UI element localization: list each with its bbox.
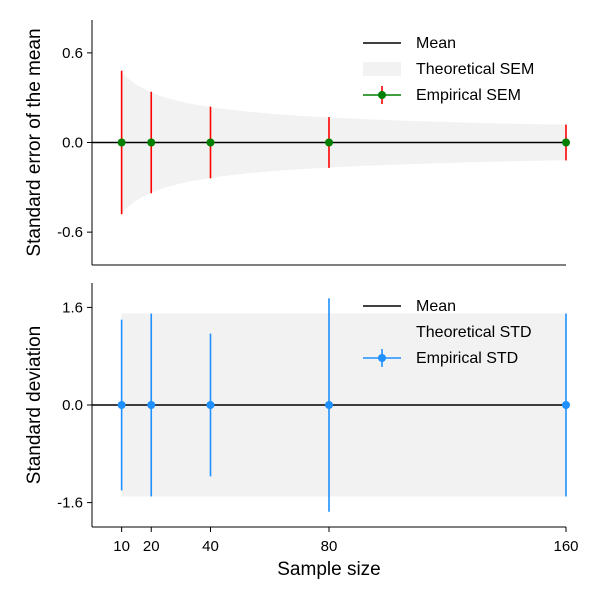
x-tick-label: 20 (143, 538, 160, 555)
legend-band-label: Theoretical SEM (416, 61, 534, 78)
sem-panel: 0.6 0.0 -0.6 Standard error of the mean Mean… (24, 20, 570, 266)
data-point (562, 138, 570, 147)
x-axis-title: Sample size (277, 559, 381, 580)
y-tick-label: -1.6 (57, 495, 83, 512)
x-tick-label: 10 (113, 538, 130, 555)
legend-band-swatch (363, 62, 401, 76)
y-tick-label: 0.6 (62, 45, 83, 62)
legend-errorbar-label: Empirical STD (416, 350, 518, 367)
data-point (117, 138, 126, 147)
std-panel: 1.6 0.0 -1.6 10 20 40 80 160 Standard deviation S… (24, 283, 579, 580)
legend-mean-label: Mean (416, 298, 456, 315)
legend-errorbar-marker (378, 91, 386, 99)
data-point (325, 138, 333, 147)
legend-band-swatch (363, 325, 401, 339)
legend-band-label: Theoretical STD (416, 324, 532, 341)
legend-mean-label: Mean (416, 35, 456, 52)
y-tick-label: 1.6 (62, 299, 83, 316)
y-tick-label: -0.6 (57, 224, 83, 241)
data-point (206, 138, 215, 147)
data-point (325, 401, 333, 409)
y-tick-label: 0.0 (62, 135, 83, 152)
legend: Mean Theoretical SEM Empirical SEM (363, 35, 534, 104)
x-tick-label: 160 (553, 538, 578, 555)
x-tick-label: 40 (202, 538, 219, 555)
data-point (206, 401, 215, 409)
legend-errorbar-label: Empirical SEM (416, 87, 521, 104)
data-point (147, 138, 156, 147)
x-tick-label: 80 (321, 538, 338, 555)
legend: Mean Theoretical STD Empirical STD (363, 298, 532, 367)
data-point (117, 401, 126, 409)
data-point (562, 401, 570, 409)
data-point (147, 401, 156, 409)
y-axis-title: Standard error of the mean (24, 28, 45, 256)
legend-errorbar-marker (378, 354, 386, 362)
y-axis-title: Standard deviation (24, 326, 45, 484)
y-tick-label: 0.0 (62, 397, 83, 414)
